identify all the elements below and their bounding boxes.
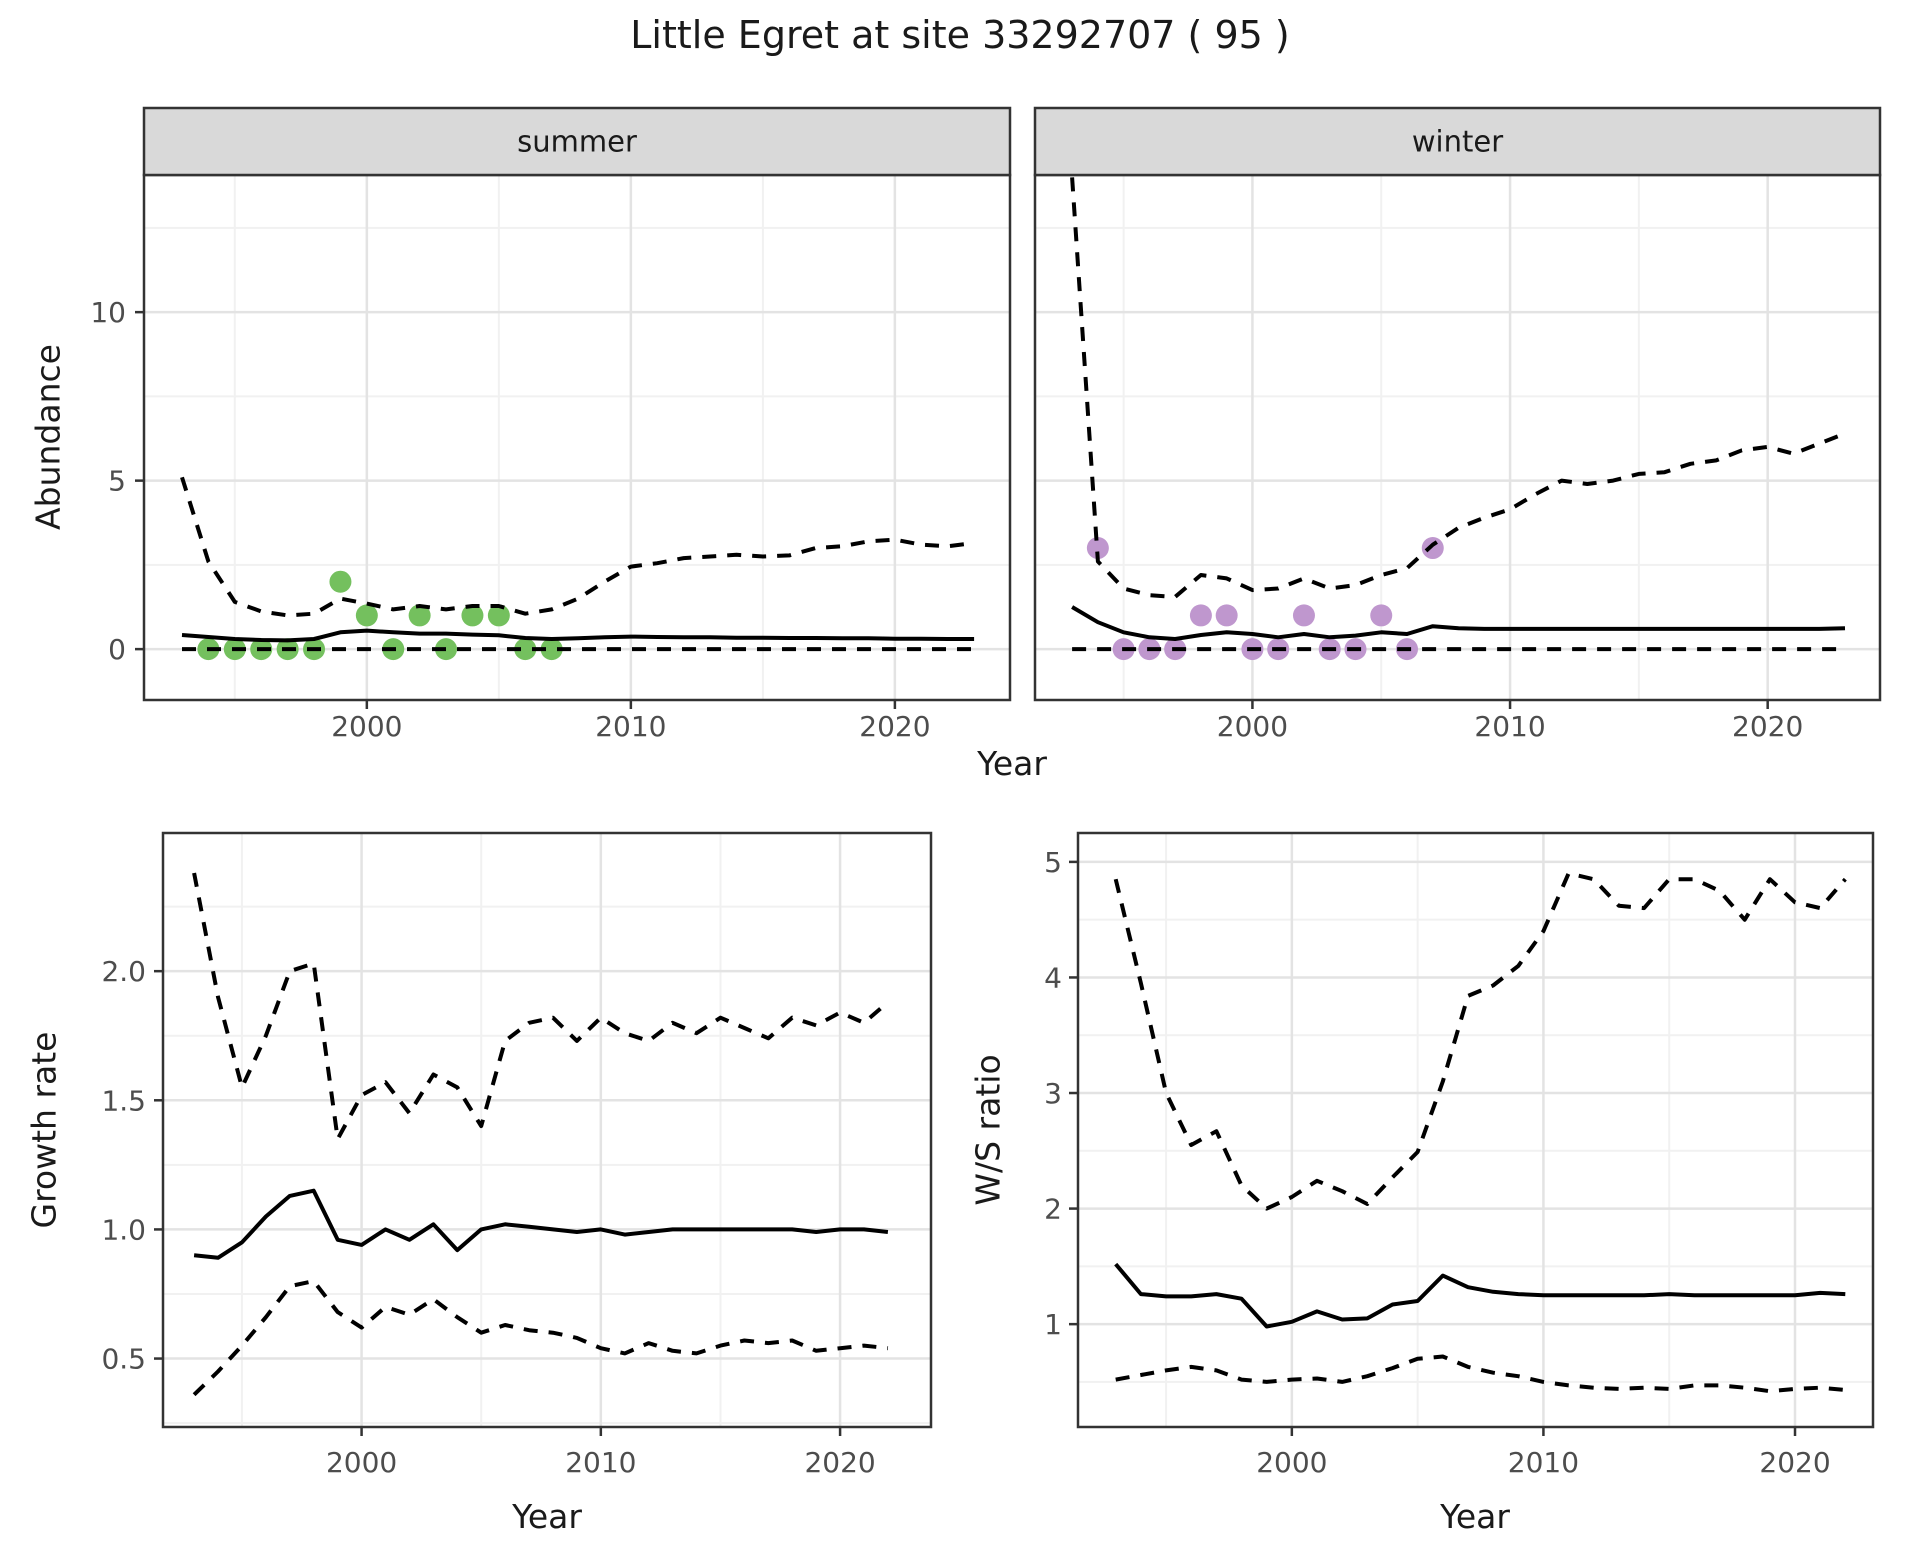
data-point-observed-counts xyxy=(540,638,563,661)
lower_ci-line xyxy=(192,1279,889,1397)
chart-title: Little Egret at site 33292707 ( 95 ) xyxy=(630,13,1289,57)
y-tick-label: 0.5 xyxy=(101,1343,146,1376)
panel-background xyxy=(144,175,1010,700)
y-tick-label: 1.0 xyxy=(101,1213,146,1246)
data-point-observed-counts xyxy=(1189,604,1212,627)
x-tick-label: 2000 xyxy=(331,710,402,743)
x-axis-title-year-ws-ratio: Year xyxy=(1439,1497,1510,1536)
fitted-line xyxy=(1114,1262,1846,1329)
panel-abundance-summer: 2000 2010 2020 0 5 10 summer xyxy=(90,106,1012,743)
data-point-observed-counts xyxy=(487,604,510,627)
y-tick-label: 5 xyxy=(1044,846,1062,879)
data-layer xyxy=(180,476,975,661)
panel-growth_rate: 2000 2010 2020 0.5 1.0 1.5 2.0 xyxy=(101,831,933,1479)
data-point-observed-counts xyxy=(355,604,378,627)
data-point-observed-counts xyxy=(461,604,484,627)
y-axis-title-ws-ratio: W/S ratio xyxy=(969,1054,1008,1205)
panel-background xyxy=(1078,833,1873,1427)
y-tick-label: 1 xyxy=(1044,1308,1062,1341)
x-tick-label: 2020 xyxy=(859,710,930,743)
facet-strip xyxy=(142,106,1012,177)
y-axis-title-abundance: Abundance xyxy=(29,344,68,530)
data-point-observed-counts xyxy=(1215,604,1238,627)
y-tick-label: 2 xyxy=(1044,1193,1062,1226)
data-layer xyxy=(1113,871,1847,1394)
x-tick-label: 2020 xyxy=(804,1446,875,1479)
panel-border xyxy=(161,831,933,1429)
data-point-observed-counts xyxy=(1370,604,1393,627)
panel-abundance-winter: 2000 2010 2020 winter xyxy=(1033,106,1882,743)
data-layer xyxy=(1070,177,1846,661)
data-point-observed-counts xyxy=(435,638,458,661)
facet-strip-label: summer xyxy=(517,125,637,159)
upper_ci-line xyxy=(192,872,890,1141)
panel-background xyxy=(1035,175,1880,700)
x-axis-title-year-growth-rate: Year xyxy=(511,1497,582,1536)
y-tick-label: 1.5 xyxy=(101,1084,146,1117)
data-point-observed-counts xyxy=(1421,537,1444,560)
fitted-line xyxy=(1071,605,1846,641)
panel-border xyxy=(1076,831,1875,1429)
data-point-observed-counts xyxy=(1086,537,1109,560)
upper_ci-line xyxy=(1070,177,1846,599)
upper_ci-line xyxy=(1113,871,1847,1211)
data-point-observed-counts xyxy=(329,570,352,593)
y-tick-label: 10 xyxy=(90,296,126,329)
data-point-observed-counts xyxy=(408,604,431,627)
x-tick-label: 2020 xyxy=(1759,1446,1830,1479)
data-layer xyxy=(192,872,890,1397)
facet-strip xyxy=(1033,106,1882,177)
x-tick-label: 2010 xyxy=(1474,710,1545,743)
y-tick-label: 3 xyxy=(1044,1077,1062,1110)
x-tick-label: 2000 xyxy=(1256,1446,1327,1479)
y-tick-label: 0 xyxy=(108,633,126,666)
facet-strip-label: winter xyxy=(1412,125,1503,159)
x-tick-label: 2000 xyxy=(1217,710,1288,743)
fitted-line xyxy=(193,1188,889,1260)
x-tick-label: 2010 xyxy=(565,1446,636,1479)
x-axis-title-year-top: Year xyxy=(976,744,1047,783)
data-point-observed-counts xyxy=(514,638,537,661)
x-tick-label: 2020 xyxy=(1732,710,1803,743)
y-tick-label: 5 xyxy=(108,465,126,498)
x-tick-label: 2010 xyxy=(1508,1446,1579,1479)
data-point-observed-counts xyxy=(1292,604,1315,627)
x-tick-label: 2000 xyxy=(326,1446,397,1479)
fitted-line xyxy=(181,628,975,643)
x-tick-label: 2010 xyxy=(595,710,666,743)
panel-ws_ratio: 2000 2010 2020 1 2 3 4 5 xyxy=(1044,831,1875,1479)
panel-background xyxy=(163,833,931,1427)
chart-root: 2000 2010 2020 0 5 10 summer 2000 2010 2020 winter… xyxy=(90,106,1882,1479)
y-axis-title-growth-rate: Growth rate xyxy=(25,1032,64,1229)
y-tick-label: 2.0 xyxy=(101,955,146,988)
y-tick-label: 4 xyxy=(1044,961,1062,994)
